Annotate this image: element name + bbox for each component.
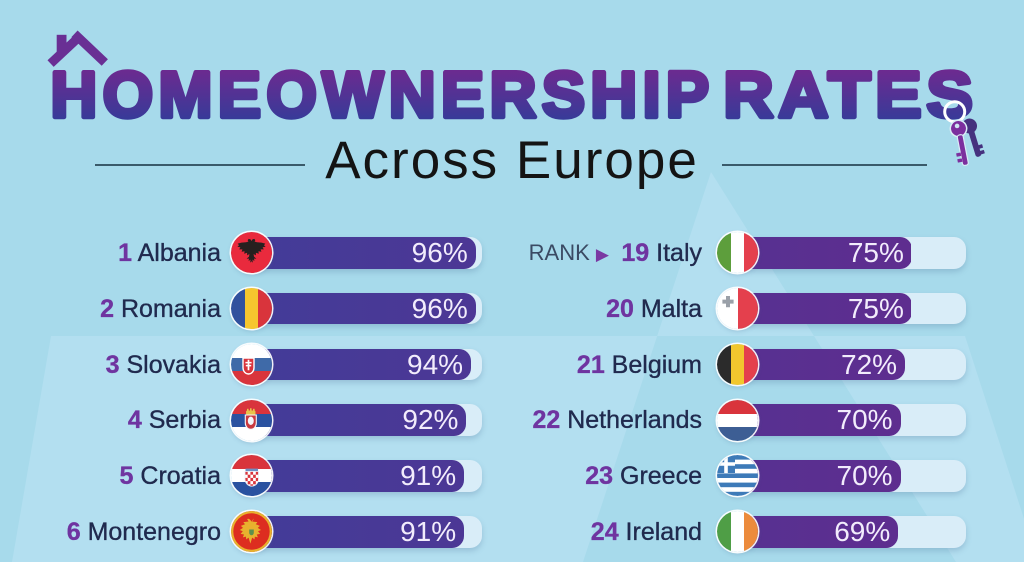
svg-text:HOMEOWNERSHIP: HOMEOWNERSHIP xyxy=(50,58,714,131)
svg-text:RATES: RATES xyxy=(723,59,977,131)
